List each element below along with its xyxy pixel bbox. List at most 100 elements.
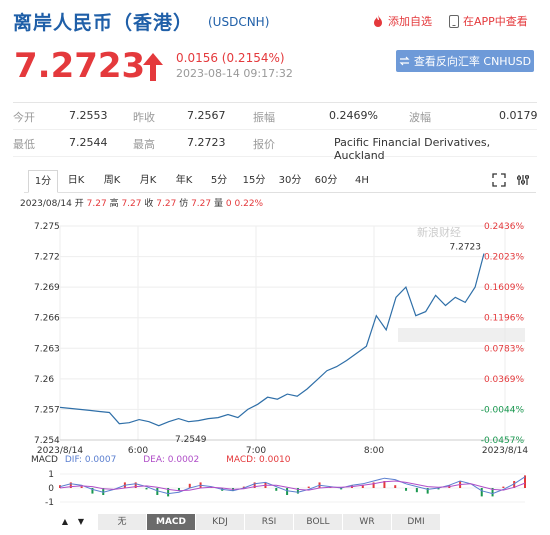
y-tick-label: 7.272	[34, 253, 60, 263]
macd-dif-label: DIF:	[64, 455, 82, 465]
open-in-app-label: 在APP中查看	[463, 15, 528, 28]
stat-value-high: 7.2723	[187, 136, 226, 149]
ohlc-summary: 2023/08/14 开 7.27 高 7.27 收 7.27 仿 7.27 量…	[20, 196, 263, 209]
header: 离岸人民币（香港） (USDCNH) 添加自选 在APP中查看	[0, 0, 550, 40]
stats-row: 最低 7.2544 最高 7.2723 报价 Pacific Financial…	[13, 130, 537, 162]
price-band	[398, 328, 525, 342]
y-tick-label: 7.26	[34, 375, 54, 385]
stat-value-quote-source: Pacific Financial Derivatives, Auckland	[334, 136, 491, 162]
ohlc-high: 7.27	[121, 199, 142, 209]
y-right-tick-label: -0.0457%	[481, 436, 525, 446]
y-right-tick-label: -0.0044%	[481, 405, 525, 415]
stat-label-low: 最低	[13, 138, 35, 151]
indicator-wr-button[interactable]: WR	[343, 514, 392, 530]
x-tick-label: 2023/8/14	[482, 446, 528, 455]
price-chart[interactable]: 新浪财经 7.2757.2727.2697.2667.2637.267.2577…	[0, 210, 550, 455]
symbol-code: (USDCNH)	[208, 15, 270, 29]
indicator-none-button[interactable]: 无	[98, 514, 147, 530]
tab-weekly-k[interactable]: 周K	[103, 175, 121, 186]
current-price: 7.2723	[14, 46, 146, 86]
x-tick-label: 8:00	[364, 446, 384, 455]
indicator-dmi-button[interactable]: DMI	[392, 514, 441, 530]
tab-30min[interactable]: 30分	[278, 175, 302, 186]
tab-4h[interactable]: 4H	[355, 175, 369, 186]
macd-axis: 1 0 -1	[45, 470, 525, 508]
stats-table: 今开 7.2553 昨收 7.2567 振幅 0.2469% 波幅 0.0179…	[13, 102, 538, 162]
reverse-rate-label: 查看反向汇率 CNHUSD	[413, 55, 532, 68]
open-in-app-button[interactable]: 在APP中查看	[449, 13, 528, 29]
macd-value: 0.0010	[259, 455, 291, 465]
macd-value-label: MACD:	[226, 455, 257, 465]
dif-line	[59, 476, 526, 495]
scroll-left-button[interactable]: ▲	[61, 517, 69, 526]
min-price-label: 7.2549	[175, 435, 207, 445]
price-change: 0.0156 (0.2154%)	[176, 51, 285, 65]
y-axis-right: 0.2436% 0.2023% 0.1609% 0.1196% 0.0783% 0.036…	[481, 222, 525, 446]
watermark-label: 新浪财经	[417, 225, 461, 239]
y-right-tick-label: 0.0783%	[484, 344, 524, 354]
stat-value-low: 7.2544	[69, 136, 108, 149]
ohlc-date: 2023/08/14	[20, 199, 72, 209]
stat-value-amplitude: 0.2469%	[329, 109, 378, 122]
stat-label-range: 波幅	[409, 111, 431, 124]
macd-title: MACD	[31, 455, 58, 465]
x-tick-label: 2023/8/14	[37, 446, 83, 455]
y-right-tick-label: 0.2436%	[484, 222, 524, 232]
stat-label-quote-source: 报价	[253, 138, 275, 151]
tab-5min[interactable]: 5分	[210, 175, 228, 186]
chart-grid	[59, 225, 525, 441]
stat-value-range: 0.0179	[499, 109, 538, 122]
macd-tick-label: 0	[48, 484, 54, 494]
stat-label-open: 今开	[13, 111, 35, 124]
indicator-boll-button[interactable]: BOLL	[294, 514, 343, 530]
indicator-kdj-button[interactable]: KDJ	[196, 514, 245, 530]
fullscreen-icon[interactable]	[492, 173, 506, 187]
swap-icon	[399, 56, 410, 66]
price-series-line	[59, 253, 485, 427]
macd-dea: 0.0002	[167, 455, 200, 465]
add-watchlist-button[interactable]: 添加自选	[372, 13, 432, 29]
y-right-tick-label: 0.0369%	[484, 375, 524, 385]
x-tick-label: 6:00	[128, 446, 148, 455]
indicator-rsi-button[interactable]: RSI	[245, 514, 294, 530]
stat-label-amplitude: 振幅	[253, 111, 275, 124]
stat-value-open: 7.2553	[69, 109, 108, 122]
tab-1min[interactable]: 1分	[28, 170, 58, 193]
ohlc-prev: 7.27	[191, 199, 212, 209]
ohlc-prev-label: 仿	[179, 199, 189, 209]
y-tick-label: 7.269	[34, 283, 60, 293]
tab-monthly-k[interactable]: 月K	[139, 175, 157, 186]
page-title: 离岸人民币（香港）	[13, 12, 194, 34]
y-tick-label: 7.254	[34, 436, 60, 446]
settings-icon[interactable]	[516, 173, 530, 187]
y-tick-label: 7.266	[34, 314, 60, 324]
dea-line	[59, 480, 526, 492]
macd-dea-label: DEA:	[143, 455, 165, 465]
period-tabs: 1分 日K 周K 月K 年K 5分 15分 30分 60分 4H	[24, 170, 536, 193]
macd-legend: MACD DIF: 0.0007 DEA: 0.0002 MACD: 0.001…	[31, 455, 291, 465]
ohlc-open: 7.27	[86, 199, 107, 209]
macd-tick-label: 1	[48, 470, 54, 480]
y-tick-label: 7.275	[34, 222, 60, 232]
max-price-label: 7.2723	[450, 243, 482, 253]
scroll-right-button[interactable]: ▼	[77, 517, 85, 526]
arrow-up-icon	[143, 53, 163, 81]
stat-label-prev-close: 昨收	[133, 111, 155, 124]
tab-15min[interactable]: 15分	[242, 175, 266, 186]
ohlc-close-label: 收	[144, 199, 154, 209]
tab-yearly-k[interactable]: 年K	[175, 175, 193, 186]
ohlc-pct: 0.22%	[234, 199, 264, 209]
ohlc-open-label: 开	[74, 199, 84, 209]
y-right-tick-label: 0.2023%	[484, 253, 524, 263]
ohlc-change: 0	[225, 199, 232, 209]
stats-row: 今开 7.2553 昨收 7.2567 振幅 0.2469% 波幅 0.0179	[13, 103, 538, 130]
reverse-rate-button[interactable]: 查看反向汇率 CNHUSD	[396, 50, 534, 72]
tab-60min[interactable]: 60分	[314, 175, 338, 186]
indicator-macd-button[interactable]: MACD	[147, 514, 196, 530]
macd-dif: 0.0007	[84, 455, 117, 465]
y-right-tick-label: 0.1196%	[484, 314, 524, 324]
tab-daily-k[interactable]: 日K	[67, 175, 85, 186]
macd-tick-label: -1	[45, 498, 54, 508]
y-right-tick-label: 0.1609%	[484, 283, 524, 293]
macd-chart[interactable]: 1 0 -1	[0, 466, 550, 512]
